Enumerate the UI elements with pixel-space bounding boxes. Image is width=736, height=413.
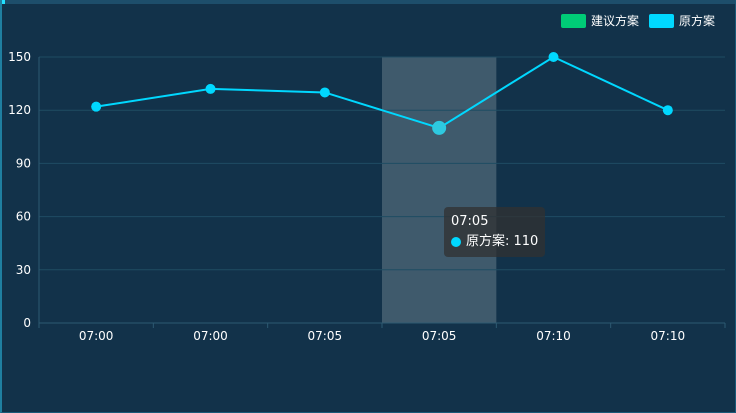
series-line [96,55,669,130]
y-tick-label: 60 [16,210,31,224]
y-tick-label: 0 [23,316,31,330]
tooltip-series-dot [451,237,461,247]
tooltip-row: 原方案: 110 [451,232,538,252]
data-point [205,83,216,94]
x-tick-label: 07:05 [308,329,343,343]
data-point [432,120,447,135]
panel-top-border [2,0,735,4]
chart-legend: 建议方案 原方案 [551,12,715,29]
tooltip-value-text: 原方案: 110 [466,234,539,249]
x-tick-label: 07:00 [193,329,228,343]
chart-tooltip: 07:05 原方案: 110 [444,207,546,257]
data-point [91,101,102,112]
legend-swatch-original [648,13,674,28]
y-tick-label: 120 [8,103,31,117]
y-tick-label: 30 [16,263,31,277]
x-tick-label: 07:10 [651,329,686,343]
axis-pointer-band [382,57,497,323]
y-tick-label: 90 [16,156,31,170]
legend-item-suggested[interactable]: 建议方案 [560,12,639,29]
data-point [319,87,330,98]
x-tick-label: 07:00 [79,329,114,343]
legend-label-suggested: 建议方案 [590,14,639,28]
data-point [662,105,673,116]
x-tick-label: 07:05 [422,329,457,343]
tooltip-title: 07:05 [451,214,489,229]
y-tick-label: 150 [8,50,31,64]
legend-swatch-suggested [560,13,586,28]
x-tick-label: 07:10 [536,329,571,343]
data-point [548,52,559,62]
panel-top-accent [2,0,5,4]
legend-item-original[interactable]: 原方案 [648,12,715,29]
legend-label-original: 原方案 [678,14,715,28]
